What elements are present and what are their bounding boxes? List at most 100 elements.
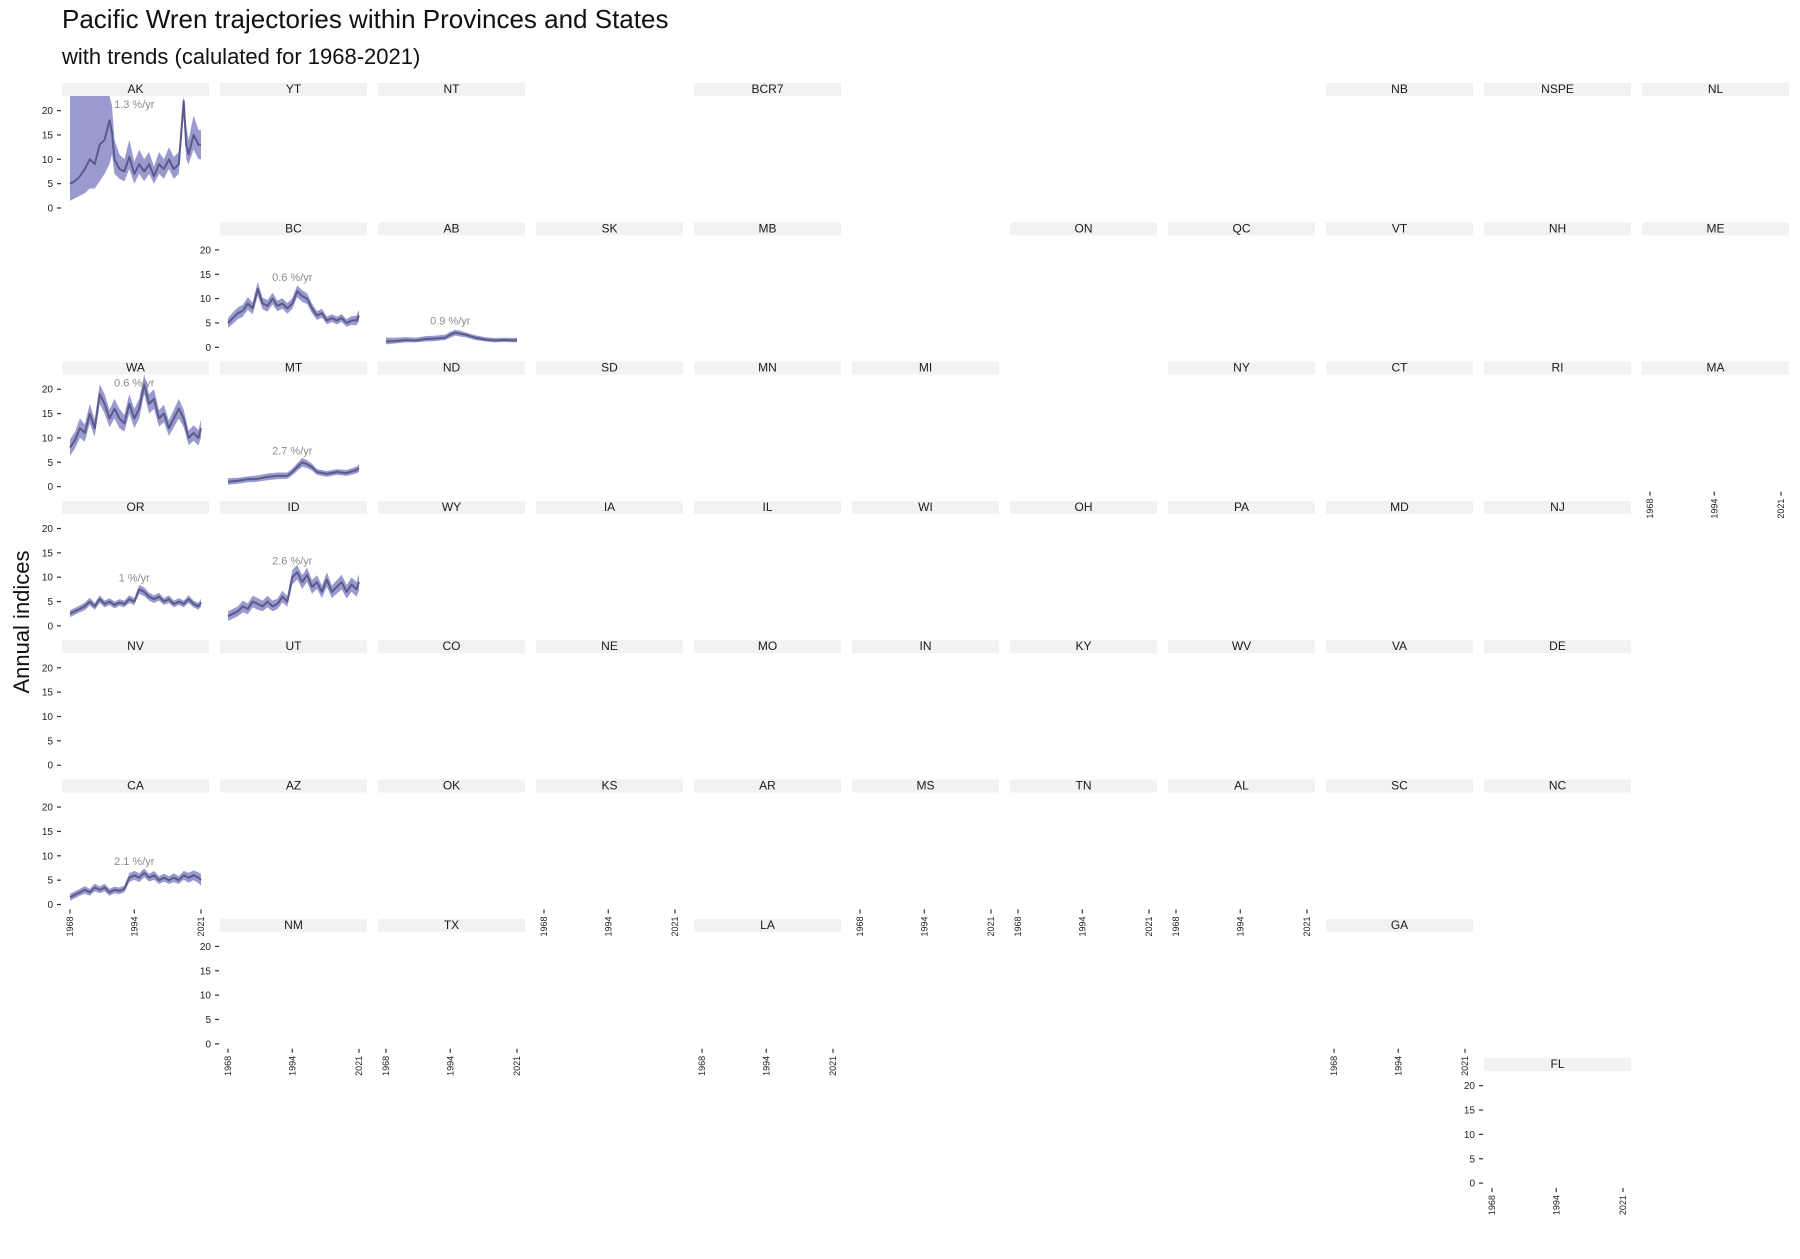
facet-panel-tn: TN 1968 1994 2021 (1010, 779, 1157, 937)
x-tick-label: 1968 (1171, 917, 1181, 937)
facet-strip (220, 83, 367, 96)
facet-strip (694, 500, 841, 514)
facet-strip (536, 361, 683, 375)
facet-panel-az: AZ (220, 779, 367, 793)
facet-strip-label: MO (758, 639, 777, 653)
facet-panel-al: AL 1968 1994 2021 (1168, 779, 1315, 937)
facet-panel-yt: YT (220, 82, 367, 96)
x-tick-label: 1994 (919, 917, 929, 937)
facet-strip (1484, 361, 1631, 375)
facet-panel-il: IL (694, 500, 841, 514)
facet-strip-label: PA (1234, 500, 1249, 514)
chart-title: Pacific Wren trajectories within Provinc… (62, 4, 669, 34)
facet-strip (852, 500, 999, 514)
facet-strip-label: DE (1549, 639, 1566, 653)
facet-panel-mt: MT 2.7 %/yr (220, 361, 367, 485)
x-tick-label: 2021 (354, 1056, 364, 1076)
facet-strip (62, 640, 209, 654)
y-tick-label: 0 (47, 204, 53, 215)
x-tick-label: 1968 (1645, 499, 1655, 519)
trajectory-line (227, 287, 360, 324)
y-tick-label: 5 (205, 318, 211, 329)
facet-panel-sk: SK (536, 221, 683, 236)
x-tick-label: 1994 (1077, 917, 1087, 937)
facet-panel-md: MD (1326, 500, 1473, 514)
trend-label: 0.9 %/yr (430, 316, 471, 328)
confidence-ribbon (228, 565, 359, 621)
facet-panel-va: VA (1326, 639, 1473, 654)
x-tick-label: 1994 (1551, 1195, 1561, 1215)
facet-strip-label: SK (601, 221, 617, 235)
facet-strip (378, 500, 525, 514)
facet-strip-label: LA (760, 918, 775, 932)
facet-panel-ga: GA 1968 1994 2021 (1326, 918, 1473, 1076)
y-tick-label: 0 (205, 343, 211, 354)
facet-strip-label: BC (285, 221, 302, 235)
facet-strip (1168, 640, 1315, 654)
facet-strip (378, 83, 525, 96)
facet-strip (1326, 361, 1473, 375)
y-tick-label: 15 (200, 270, 212, 281)
x-tick-label: 1968 (223, 1056, 233, 1076)
facet-panel-ar: AR (694, 779, 841, 793)
y-tick-label: 15 (200, 966, 212, 977)
facet-strip-label: WY (442, 500, 461, 514)
y-tick-label: 20 (200, 245, 212, 256)
facet-strip-label: NT (444, 82, 461, 96)
y-tick-label: 10 (42, 573, 54, 584)
y-tick-label: 20 (42, 524, 54, 535)
facet-strip (694, 640, 841, 654)
facet-panel-ak: AK 0 5 10 15 20 1.3 %/yr (42, 82, 209, 215)
y-tick-label: 5 (47, 597, 53, 608)
trend-label: 1 %/yr (119, 572, 151, 584)
y-tick-label: 15 (42, 548, 54, 559)
facet-panel-ne: NE (536, 639, 683, 654)
facet-strip (1168, 361, 1315, 375)
facet-strip-label: BCR7 (751, 82, 783, 96)
facet-strip (220, 779, 367, 793)
facet-strip (1642, 361, 1789, 375)
facet-panel-sc: SC (1326, 779, 1473, 793)
y-tick-label: 10 (1464, 1130, 1476, 1141)
facet-strip (1484, 1058, 1631, 1072)
facet-strip-label: MI (919, 361, 932, 375)
facet-strip (1326, 918, 1473, 932)
facet-panel-ia: IA (536, 500, 683, 514)
facet-strip (852, 361, 999, 375)
facet-panel-sd: SD (536, 361, 683, 375)
facet-strip-label: NL (1708, 82, 1724, 96)
facet-strip (378, 918, 525, 932)
y-tick-label: 10 (42, 433, 54, 444)
y-tick-label: 15 (1464, 1106, 1476, 1117)
facet-strip-label: OK (443, 779, 460, 793)
x-tick-label: 1994 (287, 1056, 297, 1076)
facet-strip (1484, 83, 1631, 96)
y-tick-label: 5 (47, 179, 53, 190)
facet-panel-ut: UT (220, 639, 367, 654)
facet-strip (1642, 83, 1789, 96)
facet-strip (536, 779, 683, 793)
facet-strip-label: NV (127, 639, 144, 653)
x-tick-label: 2021 (1302, 917, 1312, 937)
y-tick-label: 5 (205, 1015, 211, 1026)
facet-panel-ok: OK (378, 779, 525, 793)
facet-strip (852, 640, 999, 654)
facet-panel-wa: WA 0 5 10 15 20 0.6 %/yr (42, 361, 209, 493)
facet-strip (1484, 500, 1631, 514)
facet-strip-label: WV (1232, 639, 1251, 653)
x-tick-label: 2021 (670, 917, 680, 937)
x-tick-label: 1994 (1393, 1056, 1403, 1076)
trend-label: 1.3 %/yr (114, 99, 155, 111)
y-tick-label: 10 (42, 851, 54, 862)
facet-strip-label: SD (601, 361, 618, 375)
facet-strip (220, 918, 367, 932)
x-tick-label: 1994 (1709, 499, 1719, 519)
facet-panel-mn: MN (694, 361, 841, 375)
trajectory-line (69, 871, 202, 899)
y-tick-label: 15 (42, 688, 54, 699)
facet-strip (536, 640, 683, 654)
confidence-ribbon (386, 329, 517, 345)
facet-panel-on: ON (1010, 221, 1157, 236)
facet-panel-mb: MB (694, 221, 841, 236)
